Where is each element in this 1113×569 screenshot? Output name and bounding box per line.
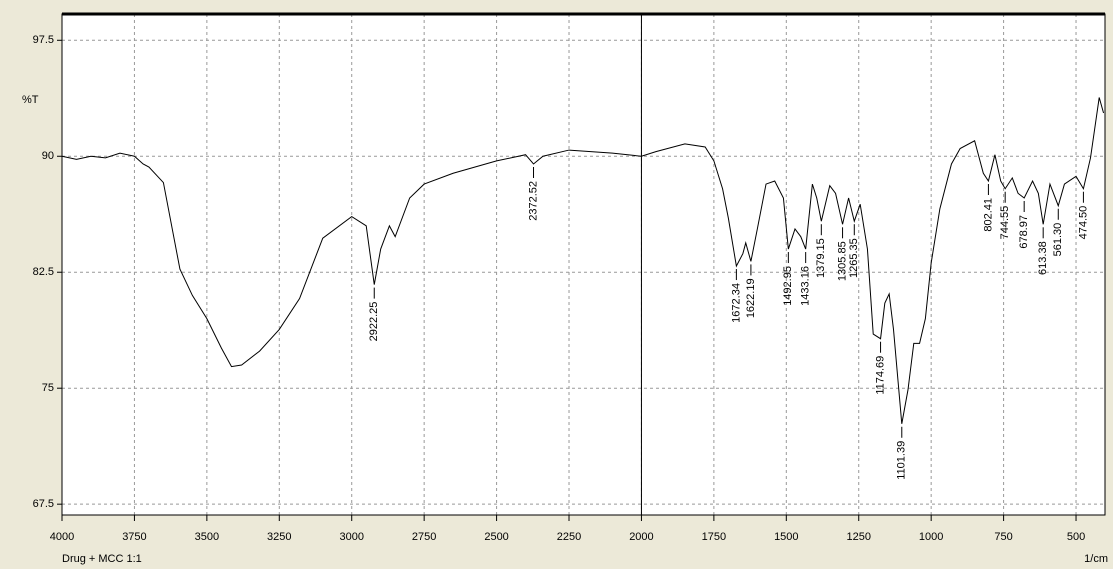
spectrum-line xyxy=(61,97,1105,424)
y-tick-label: 90 xyxy=(42,150,54,162)
peak-label: 1265.35 xyxy=(848,238,860,278)
x-tick-label: 4000 xyxy=(50,531,74,543)
y-tick-label: 82.5 xyxy=(33,266,54,278)
x-tick-label: 2000 xyxy=(629,531,653,543)
y-tick-label: 75 xyxy=(42,382,54,394)
peak-label: 474.50 xyxy=(1077,206,1089,240)
x-tick-label: 1000 xyxy=(919,531,943,543)
x-tick-label: 3000 xyxy=(339,531,363,543)
peak-label: 613.38 xyxy=(1037,241,1049,275)
peak-label: 678.97 xyxy=(1018,215,1030,249)
x-tick-label: 3500 xyxy=(195,531,219,543)
y-tick-label: 97.5 xyxy=(33,34,54,46)
peak-label: 1305.85 xyxy=(836,241,848,281)
x-tick-label: 1750 xyxy=(702,531,726,543)
peak-label: 2922.25 xyxy=(368,302,380,342)
peak-label: 1672.34 xyxy=(730,283,742,323)
y-tick-label: 67.5 xyxy=(33,498,54,510)
x-tick-label: 3250 xyxy=(267,531,291,543)
peak-label: 1174.69 xyxy=(874,356,886,395)
y-axis-label: %T xyxy=(22,94,39,106)
peak-label: 1101.39 xyxy=(896,441,908,480)
x-tick-label: 3750 xyxy=(122,531,146,543)
x-tick-label: 1250 xyxy=(846,531,870,543)
x-tick-label: 2750 xyxy=(412,531,436,543)
x-tick-label: 2500 xyxy=(484,531,508,543)
peak-label: 561.30 xyxy=(1052,223,1064,257)
peak-label: 1433.16 xyxy=(800,266,812,306)
peak-label: 1379.15 xyxy=(815,238,827,278)
peak-label: 802.41 xyxy=(982,198,994,232)
x-tick-label: 1500 xyxy=(774,531,798,543)
x-axis-label: 1/cm xyxy=(1084,553,1108,565)
peak-label: 1622.19 xyxy=(745,278,757,318)
peak-label: 1492.95 xyxy=(782,266,794,306)
marks: 2922.25 2372.52 1672.34 1622.19 1492.95 1433.… xyxy=(61,14,1105,515)
x-tick-label: 750 xyxy=(994,531,1012,543)
peak-label: 2372.52 xyxy=(527,181,539,221)
peak-label: 744.55 xyxy=(999,206,1011,240)
plot-area xyxy=(62,14,1105,515)
sample-label: Drug + MCC 1:1 xyxy=(62,553,142,565)
x-tick-label: 500 xyxy=(1067,531,1085,543)
x-tick-label: 2250 xyxy=(557,531,581,543)
